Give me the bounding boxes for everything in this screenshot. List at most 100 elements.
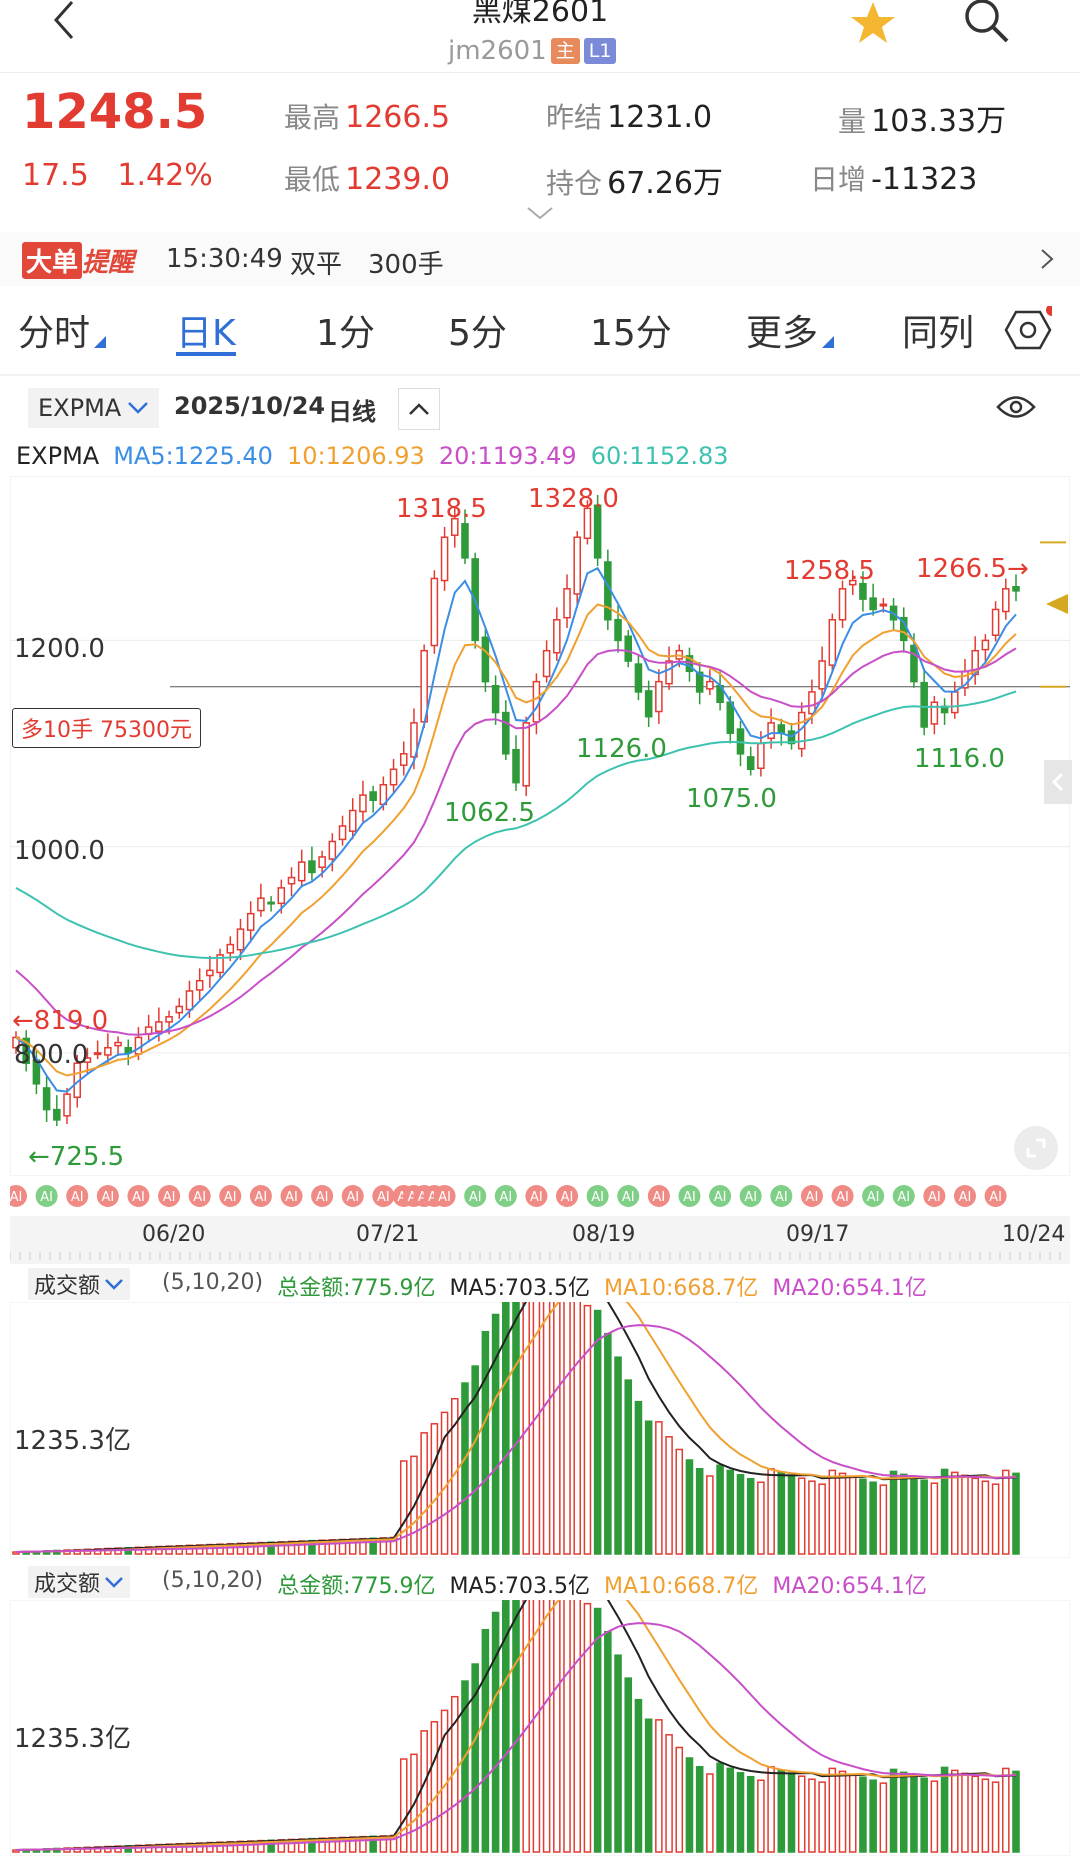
candle (859, 582, 867, 600)
volume-indicator-selector-2[interactable]: 成交额 (28, 1566, 131, 1598)
search-icon[interactable] (962, 0, 1012, 46)
volume-bar (736, 1772, 745, 1853)
price-chart[interactable] (10, 476, 1070, 1176)
volume-bar (777, 1769, 786, 1853)
volume-params: (5,10,20) (162, 1270, 264, 1295)
candle (348, 809, 357, 832)
ai-signal-badge: AI (494, 1185, 517, 1207)
candle (175, 1005, 184, 1014)
candle (491, 685, 500, 714)
low-value: 1239.0 (345, 162, 451, 197)
back-arrow-icon[interactable] (44, 0, 84, 40)
volume-bar (930, 1482, 939, 1555)
ai-badge-dot (984, 1185, 1007, 1207)
volume-bar (808, 1778, 816, 1853)
candle (236, 928, 245, 951)
volume-bar (604, 1630, 612, 1853)
volume-bar (573, 1600, 582, 1853)
volume-bar (940, 1766, 949, 1853)
volume-bar (430, 1423, 439, 1555)
y-label: 1000.0 (14, 836, 105, 866)
contract-code-text: jm2601 (448, 36, 547, 66)
candle (869, 597, 877, 611)
ai-badge-dot (66, 1185, 89, 1207)
ai-signal-badge: AI (739, 1185, 762, 1207)
volume-label: 量 (838, 105, 867, 138)
ai-signal-badge: AI (556, 1185, 579, 1207)
ai-signal-badge: AI (433, 1185, 456, 1207)
candle (920, 681, 928, 728)
ai-signal-row[interactable]: AI AI AI AI AI AI AI AI AI AI AI AI AI AI AI AI AI AI AI AI… (10, 1180, 1070, 1214)
ai-badge-text: AI (897, 1190, 910, 1205)
volume-bar (961, 1474, 969, 1555)
candle (930, 701, 939, 725)
volume-bar (828, 1767, 837, 1853)
volume-legend-2: (5,10,20) 总金额:775.9亿 MA5:703.5亿 MA10:668… (162, 1568, 927, 1600)
candle (257, 897, 265, 912)
ai-badge-dot (464, 1185, 487, 1207)
volume-bar (502, 1302, 510, 1555)
ai-badge-text: AI (377, 1190, 390, 1205)
tab-1min[interactable]: 1分 (316, 313, 375, 354)
ma5-line (15, 566, 1017, 1093)
candle (328, 840, 337, 860)
tab-15min[interactable]: 15分 (590, 313, 672, 354)
volume-bar (614, 1356, 622, 1555)
ai-badge-dot (494, 1185, 517, 1207)
ai-badge-dot (311, 1185, 334, 1207)
volume-indicator-selector[interactable]: 成交额 (28, 1268, 131, 1300)
candle (583, 507, 592, 540)
expand-chevron-icon[interactable] (526, 206, 554, 220)
candle (981, 639, 990, 651)
ai-badge-dot (953, 1185, 976, 1207)
volume-y-label: 1235.3亿 (14, 1724, 131, 1754)
ai-badge-text: AI (622, 1190, 635, 1205)
volume-bar (757, 1779, 765, 1853)
alert-qty: 300手 (368, 250, 444, 280)
eye-icon[interactable] (996, 392, 1036, 422)
volume-bar (920, 1777, 928, 1853)
price-change: 17.5 1.42% (22, 158, 213, 193)
change-percent: 1.42% (117, 158, 213, 193)
tab-more[interactable]: 更多 (746, 313, 819, 354)
ai-signal-badge: AI (617, 1185, 640, 1207)
ai-signal-badge: AI (188, 1185, 211, 1207)
volume-bar (665, 1734, 673, 1853)
position-tag[interactable]: 多10手 75300元 (12, 708, 201, 748)
candle (42, 1087, 51, 1111)
tab-daily-k[interactable]: 日K (176, 313, 236, 354)
ai-badge-text: AI (959, 1190, 972, 1205)
volume-total: 总金额:775.9亿 (277, 1276, 436, 1301)
candle (624, 635, 633, 662)
volume-chart-2[interactable] (10, 1600, 1070, 1856)
ai-badge-dot (127, 1185, 150, 1207)
ma10-line (15, 603, 1017, 1077)
volume-ma20: MA20:654.1亿 (772, 1276, 927, 1301)
tab-5min[interactable]: 5分 (448, 313, 507, 354)
fullscreen-button[interactable] (1014, 1126, 1058, 1170)
daily-inc-label: 日增 (810, 163, 867, 196)
candle (461, 523, 469, 559)
tab-same-column[interactable]: 同列 (902, 313, 975, 354)
volume-bar (950, 1471, 959, 1555)
volume-chart[interactable] (10, 1302, 1070, 1558)
volume-bar (634, 1400, 643, 1555)
volume-bar (981, 1778, 990, 1853)
volume-bar (869, 1481, 877, 1555)
volume-bar (583, 1304, 592, 1555)
volume-total: 总金额:775.9亿 (277, 1574, 436, 1599)
big-order-alert[interactable]: 大单 提醒 15:30:49 双平 300手 (0, 232, 1080, 286)
volume-bar (12, 1551, 20, 1555)
volume-ma20: MA20:654.1亿 (772, 1574, 927, 1599)
ai-badge-text: AI (989, 1190, 1002, 1205)
settings-hexagon-icon[interactable] (1004, 306, 1052, 354)
volume-bar (746, 1477, 755, 1555)
side-drag-handle[interactable] (1044, 760, 1072, 804)
volume-bar (512, 1600, 520, 1853)
indicator-selector[interactable]: EXPMA (28, 388, 160, 428)
tab-intraday[interactable]: 分时 (18, 313, 91, 354)
favorite-star-icon[interactable] (848, 0, 898, 46)
ai-badge-dot (249, 1185, 272, 1207)
candle (828, 619, 837, 666)
collapse-button[interactable] (398, 388, 440, 430)
